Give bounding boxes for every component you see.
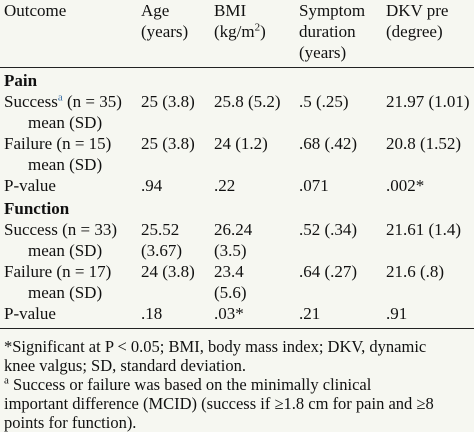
section-title: Function [4,199,70,218]
footnote-line: *Significant at P < 0.05; BMI, body mass… [4,337,427,356]
row-label: P-value [4,304,56,323]
cell-dkv: .91 [386,304,408,323]
row-label: Successa (n = 35) mean (SD) [4,91,122,132]
footnote-line: a Success or failure was based on the mi… [4,375,372,394]
header-row: Outcome Age (years) BMI (kg/m2) Symptom dur… [0,0,474,68]
cell-symptom: .64 (.27) [299,262,358,281]
header-age: Age (years) [141,1,189,41]
table-row: Success (n = 33) mean (SD) 25.52 (3.67) 26… [0,219,474,261]
cell-bmi: .03* [214,304,244,323]
cell-symptom: .21 [299,304,321,323]
cell-age: 24 (3.8) [141,262,195,281]
cell-symptom: .5 (.25) [299,92,349,111]
pvalue-row: P-value .94 .22 .071 .002* [0,175,474,196]
section-row-function: Function [0,196,474,219]
cell-bmi: 24 (1.2) [214,134,268,153]
header-dkv-pre: DKV pre (degree) [386,1,449,41]
cell-age: 25 (3.8) [141,134,195,153]
table-row: Failure (n = 15) mean (SD) 25 (3.8) 24 (1… [0,133,474,175]
section-row-pain: Pain [0,68,474,92]
cell-dkv: 21.6 (.8) [386,262,445,281]
cell-symptom: .071 [299,176,329,195]
table-footnotes: *Significant at P < 0.05; BMI, body mass… [0,328,474,432]
row-label: P-value [4,176,56,195]
row-label: Failure (n = 17) mean (SD) [4,262,112,302]
cell-bmi: 26.24 (3.5) [214,220,253,260]
footnote-marker: a [4,375,9,387]
cell-dkv: .002* [386,176,425,195]
cell-bmi: 25.8 (5.2) [214,92,281,111]
footnote-line: knee valgus; SD, standard deviation. [4,356,246,375]
cell-dkv: 21.97 (1.01) [386,92,470,111]
cell-symptom: .52 (.34) [299,220,358,239]
cell-bmi: 23.4 (5.6) [214,262,247,302]
header-outcome: Outcome [4,1,67,20]
section-title: Pain [4,71,38,90]
cell-bmi: .22 [214,176,236,195]
footnote-marker: a [57,91,63,104]
cell-dkv: 21.61 (1.4) [386,220,462,239]
cell-age: .18 [141,304,163,323]
table-row: Successa (n = 35) mean (SD) 25 (3.8) 25.8… [0,91,474,133]
row-label: Failure (n = 15) mean (SD) [4,134,112,174]
footnote-line: important difference (MCID) (success if … [4,394,434,413]
footnote-line: points for function). [4,413,137,432]
cell-age: .94 [141,176,163,195]
cell-symptom: .68 (.42) [299,134,358,153]
row-label: Success (n = 33) mean (SD) [4,220,117,260]
cell-dkv: 20.8 (1.52) [386,134,462,153]
results-table: Outcome Age (years) BMI (kg/m2) Symptom dur… [0,0,474,324]
cell-age: 25.52 (3.67) [141,220,183,260]
table-row: Failure (n = 17) mean (SD) 24 (3.8) 23.4(… [0,261,474,303]
header-bmi: BMI (kg/m2) [214,1,266,41]
cell-age: 25 (3.8) [141,92,195,111]
header-symptom-duration: Symptom duration (years) [299,1,366,62]
pvalue-row: P-value .18 .03* .21 .91 [0,303,474,324]
